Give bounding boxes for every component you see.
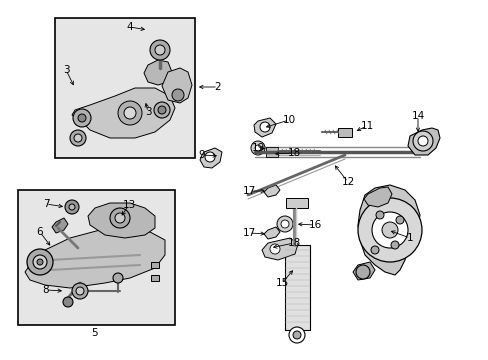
Bar xyxy=(285,245,309,330)
Circle shape xyxy=(269,244,280,254)
Circle shape xyxy=(69,204,75,210)
Circle shape xyxy=(204,152,215,162)
Text: 3: 3 xyxy=(62,65,69,75)
Polygon shape xyxy=(25,228,164,288)
Polygon shape xyxy=(143,60,172,85)
Text: 16: 16 xyxy=(308,220,321,230)
Text: 7: 7 xyxy=(42,199,49,209)
Circle shape xyxy=(355,265,369,279)
Circle shape xyxy=(124,107,136,119)
Circle shape xyxy=(150,40,170,60)
Circle shape xyxy=(412,131,432,151)
Text: 14: 14 xyxy=(410,111,424,121)
Circle shape xyxy=(417,136,427,146)
Bar xyxy=(285,198,307,208)
Polygon shape xyxy=(200,148,222,168)
Circle shape xyxy=(288,327,305,343)
Circle shape xyxy=(63,297,73,307)
Polygon shape xyxy=(52,218,68,233)
Circle shape xyxy=(172,89,183,101)
Text: 4: 4 xyxy=(126,22,133,32)
Text: 18: 18 xyxy=(287,238,300,248)
Text: 9: 9 xyxy=(198,150,205,160)
Polygon shape xyxy=(357,185,419,275)
Polygon shape xyxy=(151,262,159,268)
Bar xyxy=(337,128,351,137)
Circle shape xyxy=(357,198,421,262)
Text: 1: 1 xyxy=(406,233,412,243)
Circle shape xyxy=(370,246,378,254)
Circle shape xyxy=(260,122,269,132)
Text: 17: 17 xyxy=(242,186,255,196)
Polygon shape xyxy=(262,238,297,260)
Text: 15: 15 xyxy=(275,278,288,288)
Polygon shape xyxy=(407,128,439,155)
Text: 19: 19 xyxy=(251,143,264,153)
Circle shape xyxy=(73,109,91,127)
Circle shape xyxy=(27,249,53,275)
Circle shape xyxy=(292,331,301,339)
Circle shape xyxy=(115,213,125,223)
Text: 17: 17 xyxy=(242,228,255,238)
Polygon shape xyxy=(264,227,280,239)
Circle shape xyxy=(375,211,383,219)
Circle shape xyxy=(78,114,86,122)
Bar xyxy=(18,190,175,325)
Polygon shape xyxy=(151,275,159,281)
Circle shape xyxy=(158,106,165,114)
Circle shape xyxy=(110,208,130,228)
Text: 12: 12 xyxy=(341,177,354,187)
Circle shape xyxy=(74,134,82,142)
Text: 2: 2 xyxy=(214,82,221,92)
Circle shape xyxy=(155,45,164,55)
Bar xyxy=(55,18,195,158)
Text: 5: 5 xyxy=(92,328,98,338)
Circle shape xyxy=(70,130,86,146)
Polygon shape xyxy=(363,187,391,207)
Circle shape xyxy=(254,145,261,151)
Circle shape xyxy=(390,241,398,249)
Polygon shape xyxy=(162,68,192,103)
Polygon shape xyxy=(264,185,280,197)
Circle shape xyxy=(381,222,397,238)
Circle shape xyxy=(37,259,43,265)
Circle shape xyxy=(371,212,407,248)
Circle shape xyxy=(281,220,288,228)
Text: 13: 13 xyxy=(122,200,135,210)
Text: 3: 3 xyxy=(144,107,151,117)
Polygon shape xyxy=(352,262,374,280)
Circle shape xyxy=(276,216,292,232)
Circle shape xyxy=(76,287,84,295)
Text: 6: 6 xyxy=(37,227,43,237)
Text: 10: 10 xyxy=(282,115,295,125)
Polygon shape xyxy=(253,118,275,137)
Polygon shape xyxy=(72,88,175,138)
Circle shape xyxy=(65,200,79,214)
Circle shape xyxy=(113,273,123,283)
Text: 11: 11 xyxy=(360,121,373,131)
Circle shape xyxy=(72,283,88,299)
Circle shape xyxy=(118,101,142,125)
Circle shape xyxy=(154,102,170,118)
Text: 8: 8 xyxy=(42,285,49,295)
Polygon shape xyxy=(88,203,155,238)
Text: 18: 18 xyxy=(287,148,300,158)
Circle shape xyxy=(395,216,403,224)
Circle shape xyxy=(250,141,264,155)
Bar xyxy=(265,147,278,157)
Circle shape xyxy=(33,255,47,269)
